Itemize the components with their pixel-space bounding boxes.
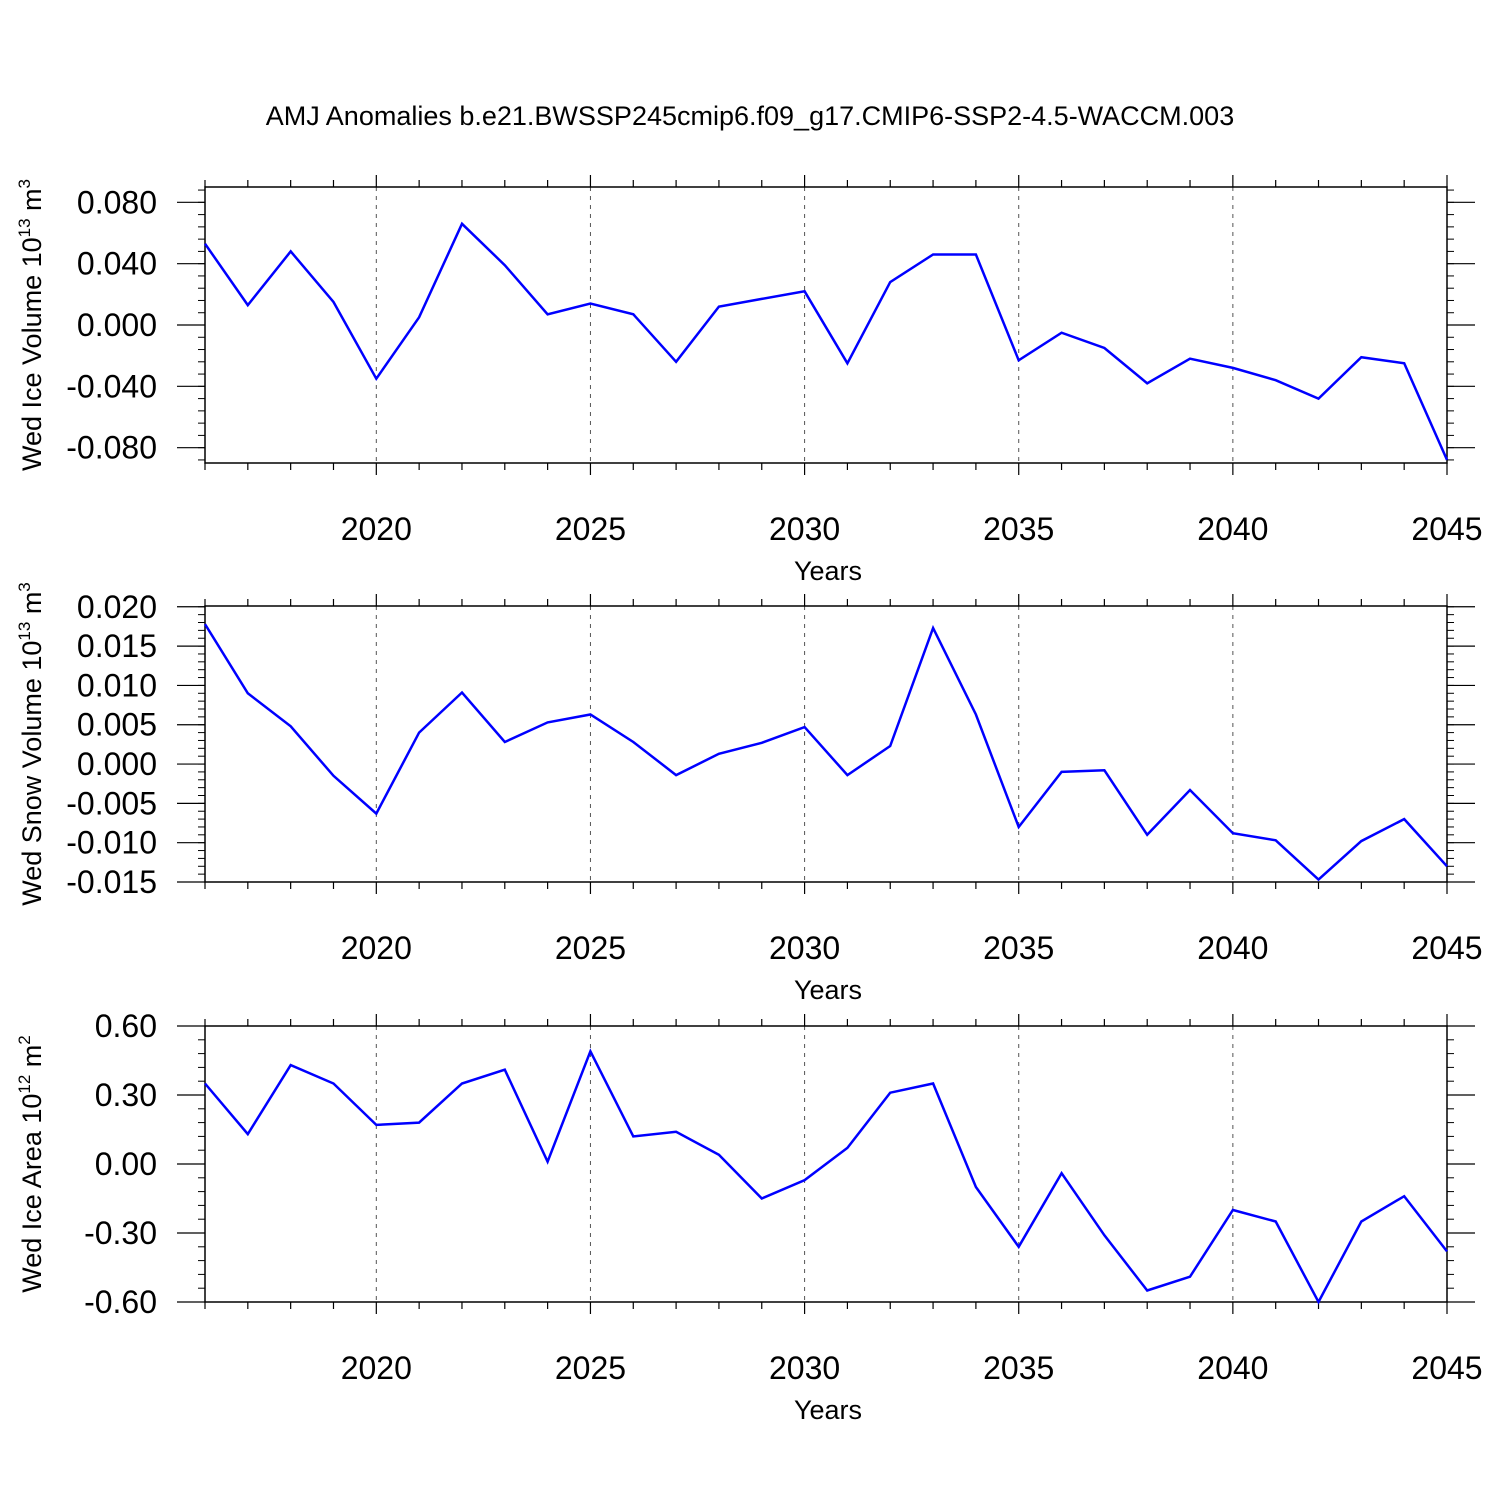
y-tick-label: -0.60 [84, 1284, 157, 1320]
y-tick-label: 0.000 [77, 307, 157, 343]
x-tick-label: 2040 [1197, 930, 1268, 966]
x-tick-label: 2035 [983, 511, 1054, 547]
y-tick-label: -0.30 [84, 1215, 157, 1251]
plot-frame [204, 605, 1448, 883]
y-tick-label: 0.005 [77, 707, 157, 743]
y-tick-label: 0.020 [77, 589, 157, 625]
y-axis-label: Wed Ice Area 1012 m2 [15, 1035, 47, 1293]
x-tick-label: 2030 [769, 930, 840, 966]
x-tick-label: 2025 [555, 511, 626, 547]
series-line [203, 623, 1448, 882]
x-tick-label: 2040 [1197, 511, 1268, 547]
x-tick-label: 2020 [341, 1350, 412, 1386]
x-tick-label: 2020 [341, 511, 412, 547]
x-tick-label: 2045 [1411, 1350, 1482, 1386]
y-tick-label: 0.00 [95, 1146, 157, 1182]
y-tick-label: -0.010 [66, 825, 157, 861]
y-tick-label: -0.015 [66, 864, 157, 900]
y-tick-label: 0.080 [77, 184, 157, 220]
x-tick-label: 2020 [341, 930, 412, 966]
x-tick-label: 2045 [1411, 511, 1482, 547]
chart-panel-3: 2020 2025 2030 2035 2040 2045 -0.60 -0.30 0.00 0.… [15, 1008, 1483, 1425]
y-tick-label: 0.30 [95, 1077, 157, 1113]
chart-title: AMJ Anomalies b.e21.BWSSP245cmip6.f09_g1… [266, 101, 1234, 131]
series-line [203, 221, 1449, 461]
x-tick-label: 2045 [1411, 930, 1482, 966]
y-axis-label: Wed Ice Volume 1013 m3 [15, 179, 47, 471]
y-tick-label: -0.005 [66, 785, 157, 821]
x-axis-label: Years [794, 1395, 862, 1425]
series-line [204, 1048, 1448, 1305]
x-tick-label: 2025 [555, 930, 626, 966]
x-tick-label: 2025 [555, 1350, 626, 1386]
x-tick-label: 2035 [983, 1350, 1054, 1386]
y-tick-label: -0.080 [66, 430, 157, 466]
y-tick-label: -0.040 [66, 368, 157, 404]
x-tick-label: 2030 [769, 1350, 840, 1386]
x-tick-label: 2040 [1197, 1350, 1268, 1386]
y-tick-label: 0.040 [77, 246, 157, 282]
y-tick-label: 0.60 [95, 1008, 157, 1044]
x-tick-label: 2030 [769, 511, 840, 547]
chart-panel-2: 2020 2025 2030 2035 2040 2045 -0.015-0.010 -0.0… [15, 582, 1483, 1005]
x-axis-label: Years [794, 556, 862, 586]
x-tick-label: 2035 [983, 930, 1054, 966]
x-axis-label: Years [794, 975, 862, 1005]
chart-panel-1: 2020 2025 2030 2035 2040 2045 -0.080 -0.040 0.00… [15, 175, 1483, 586]
y-tick-label: 0.000 [77, 746, 157, 782]
y-axis-label: Wed Snow Volume 1013 m3 [15, 582, 47, 906]
y-tick-label: 0.015 [77, 628, 157, 664]
y-tick-label: 0.010 [77, 667, 157, 703]
